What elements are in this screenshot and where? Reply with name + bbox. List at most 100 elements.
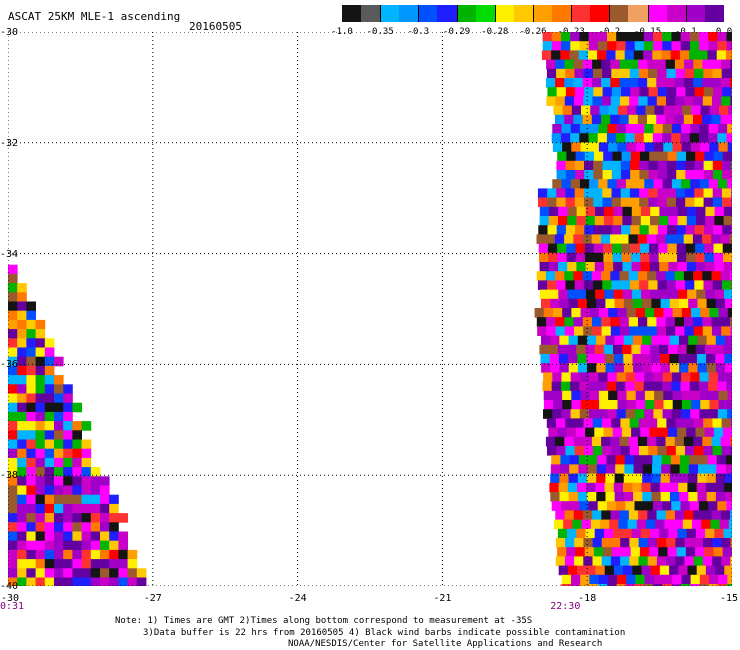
data-cell — [616, 372, 627, 382]
data-cell — [666, 96, 676, 106]
data-cell — [611, 170, 622, 180]
data-cell — [90, 476, 101, 486]
data-cell — [621, 151, 632, 162]
data-cell — [136, 577, 147, 586]
data-cell — [567, 344, 577, 355]
data-cell — [35, 402, 46, 413]
data-cell — [577, 482, 587, 493]
data-cell — [585, 262, 596, 272]
data-cell — [558, 565, 569, 576]
data-cell — [721, 556, 731, 566]
data-cell — [706, 354, 716, 364]
data-cell — [635, 179, 645, 189]
data-cell — [616, 501, 626, 511]
data-cell — [567, 289, 578, 300]
data-cell — [601, 436, 611, 447]
data-cell — [8, 292, 18, 302]
data-cell — [700, 308, 710, 318]
data-cell — [552, 409, 562, 419]
data-cell — [684, 418, 695, 428]
data-cell — [630, 225, 640, 235]
data-cell — [685, 197, 695, 208]
data-cell — [72, 439, 82, 450]
data-cell — [653, 32, 663, 42]
data-cell — [573, 78, 584, 88]
data-cell — [626, 142, 637, 152]
data-cell — [694, 197, 704, 208]
data-cell — [568, 335, 579, 346]
data-cell — [707, 50, 718, 60]
data-cell — [624, 455, 635, 465]
data-cell — [560, 50, 570, 60]
data-cell — [63, 457, 73, 468]
data-cell — [726, 455, 732, 465]
data-cell — [601, 556, 612, 566]
data-cell — [643, 32, 654, 42]
data-cell — [26, 577, 36, 586]
data-cell — [694, 87, 705, 97]
data-cell — [54, 513, 64, 523]
data-cell — [63, 531, 73, 542]
data-cell — [545, 436, 556, 447]
data-cell — [615, 455, 626, 465]
data-cell — [657, 538, 667, 548]
data-cell — [657, 418, 667, 428]
data-cell — [619, 317, 630, 327]
data-cell — [665, 436, 676, 447]
data-cell — [634, 32, 645, 42]
data-cell — [620, 556, 630, 566]
data-cell — [596, 298, 606, 309]
data-cell — [35, 365, 46, 376]
data-cell — [580, 400, 591, 410]
data-cell — [725, 50, 732, 60]
data-cell — [575, 170, 585, 180]
data-cell — [54, 448, 64, 459]
data-cell — [575, 87, 585, 97]
data-cell — [564, 317, 574, 327]
data-cell — [542, 381, 553, 392]
data-cell — [81, 549, 92, 560]
data-cell — [44, 467, 55, 477]
data-cell — [685, 225, 696, 235]
colorbar-swatch — [494, 5, 514, 22]
data-cell — [547, 446, 557, 456]
data-cell — [566, 252, 577, 263]
data-cell — [72, 503, 82, 514]
colorbar-swatch — [571, 5, 591, 22]
data-cell — [580, 142, 591, 152]
longitude-tick-label: -18 — [578, 593, 597, 604]
data-cell — [547, 188, 557, 198]
data-cell — [675, 446, 686, 456]
data-cell — [702, 234, 712, 244]
data-cell — [599, 105, 609, 116]
data-cell — [693, 317, 703, 327]
data-cell — [26, 494, 36, 505]
data-cell — [647, 538, 658, 548]
data-cell — [689, 41, 700, 51]
colorbar-swatch — [647, 5, 667, 22]
data-cell — [726, 381, 732, 392]
data-cell — [567, 216, 577, 226]
data-cell — [608, 400, 618, 410]
data-cell — [662, 381, 672, 392]
data-cell — [680, 32, 691, 42]
data-cell — [610, 317, 620, 327]
data-cell — [653, 372, 664, 382]
data-cell — [676, 87, 686, 97]
data-cell — [8, 568, 18, 578]
data-cell — [603, 252, 613, 263]
data-cell — [63, 430, 73, 440]
data-cell — [592, 317, 602, 327]
data-cell — [81, 522, 92, 532]
data-cell — [63, 568, 73, 578]
data-cell — [606, 381, 617, 392]
data-cell — [574, 556, 584, 566]
data-cell — [596, 363, 606, 373]
data-cell — [703, 538, 713, 548]
data-cell — [44, 522, 55, 532]
data-cell — [595, 482, 605, 493]
data-cell — [685, 87, 695, 97]
data-cell — [647, 78, 657, 88]
data-cell — [54, 485, 64, 496]
data-cell — [607, 584, 617, 586]
